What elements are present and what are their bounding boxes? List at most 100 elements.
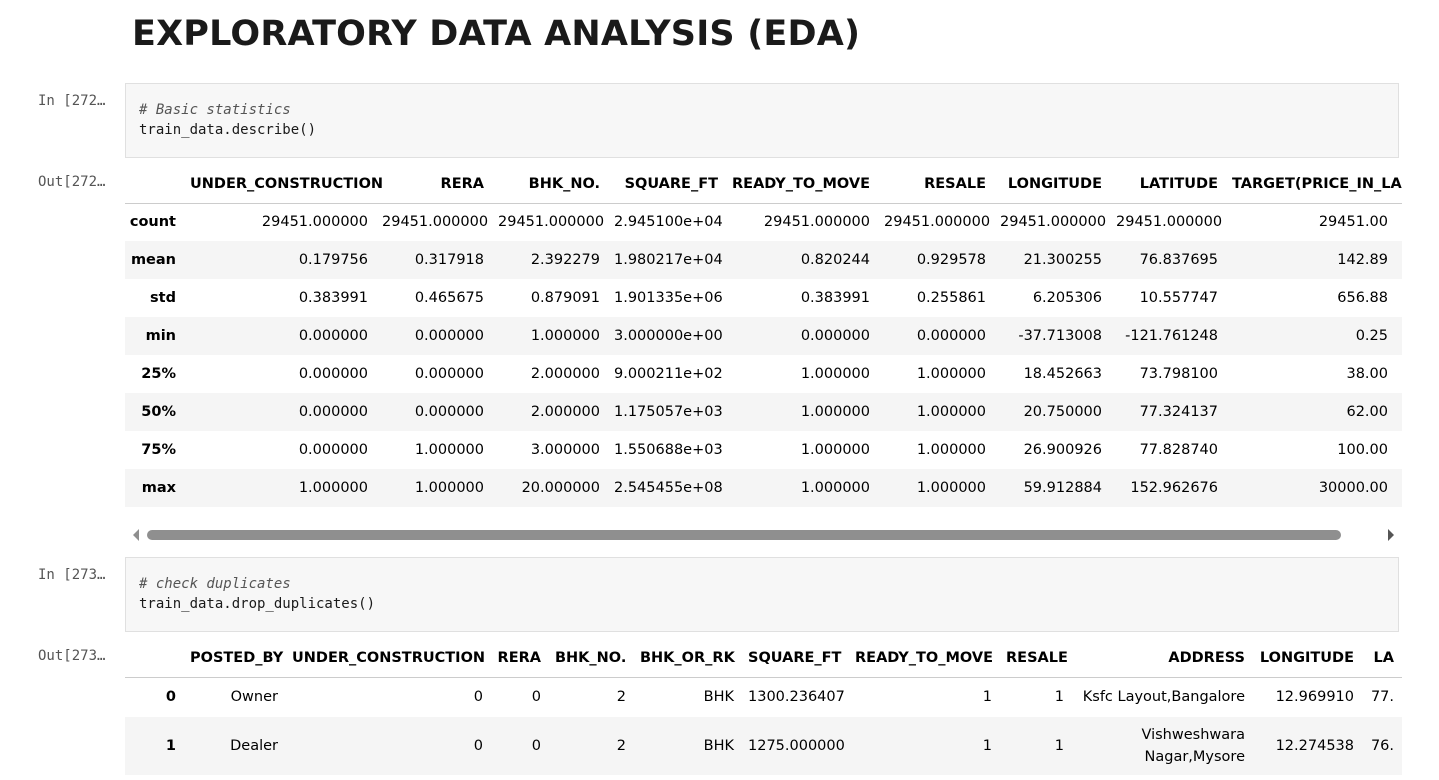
out-prompt: Out[273…	[38, 648, 106, 664]
row-index: count	[129, 214, 176, 231]
table-cell: 0.879091	[530, 290, 600, 306]
column-header: RESALE	[884, 165, 1000, 204]
table-cell: 0.000000	[414, 328, 484, 344]
table-cell: 0.000000	[800, 328, 870, 344]
out-prompt: Out[272…	[38, 174, 106, 190]
scrollbar[interactable]	[125, 526, 1402, 544]
column-header: LA	[1368, 639, 1402, 678]
table-cell: 29451.00	[1318, 214, 1388, 231]
code-cell[interactable]: # Basic statistics train_data.describe()	[125, 83, 1399, 158]
table-cell: 1.000000	[530, 328, 600, 344]
table-cell: 0.000000	[414, 404, 484, 420]
table-cell: 29451.000000	[261, 214, 368, 231]
table-cell: 0.000000	[298, 366, 368, 382]
table-cell: 0.000000	[298, 328, 368, 344]
table-cell: 76.	[1370, 738, 1394, 754]
table-cell: 12.969910	[1275, 689, 1354, 706]
table-cell: 3.000000e+00	[614, 328, 723, 344]
table-cell: 0.000000	[414, 366, 484, 382]
table-cell: 0.929578	[916, 252, 986, 268]
column-header: RERA	[382, 165, 498, 204]
table-cell: 656.88	[1337, 290, 1388, 306]
table-cell: 2	[616, 689, 626, 706]
table-cell: Ksfc Layout,Bangalore	[1082, 689, 1245, 706]
table-cell: Vishweshwara Nagar,Mysore	[1141, 727, 1246, 765]
table-cell: 76.837695	[1139, 252, 1218, 268]
table-row: std 0.383991 0.465675 0.879091 1.901335e+06 0…	[125, 279, 1402, 317]
table-cell: 0.317918	[414, 252, 484, 268]
table-cell: 0.820244	[800, 252, 870, 268]
table-cell: 2	[616, 738, 626, 754]
column-header: BHK_NO.	[555, 639, 640, 678]
code-comment: # Basic statistics	[139, 102, 291, 118]
table-cell: 0	[473, 738, 483, 754]
column-header: UNDER_CONSTRUCTION	[292, 639, 497, 678]
column-header: SQUARE_FT	[748, 639, 855, 678]
table-cell: 1.980217e+04	[614, 252, 723, 268]
table-row: mean 0.179756 0.317918 2.392279 1.980217e+04…	[125, 241, 1402, 279]
table-row: 1 Dealer 0 0 2 BHK 1275.000000 1 1 Vishweshwara N…	[125, 717, 1402, 775]
table-cell: 29451.000000	[498, 214, 605, 231]
table-row: max 1.000000 1.000000 20.000000 2.545455e+08…	[125, 469, 1402, 507]
column-header: LONGITUDE	[1259, 639, 1368, 678]
table-cell: 1	[1054, 738, 1064, 754]
table-row: 25% 0.000000 0.000000 2.000000 9.000211e+02 1…	[125, 355, 1402, 393]
column-header: SQUARE_FT	[614, 165, 732, 204]
code-line: train_data.describe()	[139, 122, 317, 138]
table-row: min 0.000000 0.000000 1.000000 3.000000e+00 0…	[125, 317, 1402, 355]
code-comment: # check duplicates	[139, 576, 291, 592]
index-header	[125, 639, 190, 678]
column-header: RERA	[497, 639, 555, 678]
table-cell: 77.	[1370, 689, 1394, 706]
table-cell: 1.000000	[414, 442, 484, 458]
table-cell: 30000.00	[1318, 480, 1388, 496]
table-cell: 0.465675	[414, 290, 484, 306]
table-cell: 0	[531, 738, 541, 754]
table-cell: 1.000000	[916, 404, 986, 420]
table-cell: 0.383991	[800, 290, 870, 306]
table-cell: 10.557747	[1139, 290, 1218, 306]
table-cell: 20.750000	[1023, 404, 1102, 420]
column-header: BHK_OR_RK	[640, 639, 748, 678]
table-cell: 9.000211e+02	[614, 366, 723, 382]
table-cell: Owner	[230, 689, 278, 706]
output-table: POSTED_BY UNDER_CONSTRUCTION RERA BHK_NO. BH…	[125, 639, 1402, 775]
table-cell: 2.000000	[530, 366, 600, 382]
in-prompt: In [273…	[38, 567, 106, 583]
table-cell: 77.828740	[1139, 442, 1218, 458]
data-table: POSTED_BY UNDER_CONSTRUCTION RERA BHK_NO. BH…	[125, 639, 1402, 775]
column-header: TARGET(PRICE_IN_LA	[1232, 165, 1402, 204]
column-header: UNDER_CONSTRUCTION	[190, 165, 382, 204]
row-index: 25%	[141, 366, 176, 382]
table-cell: 18.452663	[1023, 366, 1102, 382]
table-cell: 26.900926	[1023, 442, 1102, 458]
table-cell: -37.713008	[1018, 328, 1102, 344]
table-cell: 1.000000	[800, 404, 870, 420]
scroll-thumb[interactable]	[147, 530, 1341, 540]
code-line: train_data.drop_duplicates()	[139, 596, 376, 612]
column-header: ADDRESS	[1078, 639, 1259, 678]
row-index: max	[141, 480, 176, 496]
table-cell: 100.00	[1337, 442, 1388, 458]
header-row: UNDER_CONSTRUCTION RERA BHK_NO. SQUARE_FT RE…	[125, 165, 1402, 204]
table-cell: BHK	[703, 689, 734, 706]
table-cell: 1.000000	[800, 366, 870, 382]
column-header: POSTED_BY	[190, 639, 292, 678]
table-cell: 0.000000	[298, 404, 368, 420]
table-cell: 1.000000	[916, 480, 986, 496]
table-cell: 38.00	[1346, 366, 1388, 382]
table-cell: 29451.000000	[1000, 214, 1107, 231]
table-body: 0 Owner 0 0 2 BHK 1300.236407 1 1 Ksfc Layout,Ban…	[125, 677, 1402, 775]
table-cell: 1.000000	[916, 442, 986, 458]
table-cell: 0.383991	[298, 290, 368, 306]
table-cell: 2.545455e+08	[614, 480, 723, 496]
row-index: 1	[165, 738, 176, 754]
row-index: 50%	[141, 404, 176, 420]
table-cell: 21.300255	[1023, 252, 1102, 268]
table-head: POSTED_BY UNDER_CONSTRUCTION RERA BHK_NO. BH…	[125, 639, 1402, 678]
code-cell[interactable]: # check duplicates train_data.drop_duplic…	[125, 557, 1399, 632]
table-head: UNDER_CONSTRUCTION RERA BHK_NO. SQUARE_FT RE…	[125, 165, 1402, 204]
column-header: LONGITUDE	[1000, 165, 1116, 204]
table-cell: -121.761248	[1125, 328, 1218, 344]
table-cell: 0.25	[1355, 328, 1388, 344]
